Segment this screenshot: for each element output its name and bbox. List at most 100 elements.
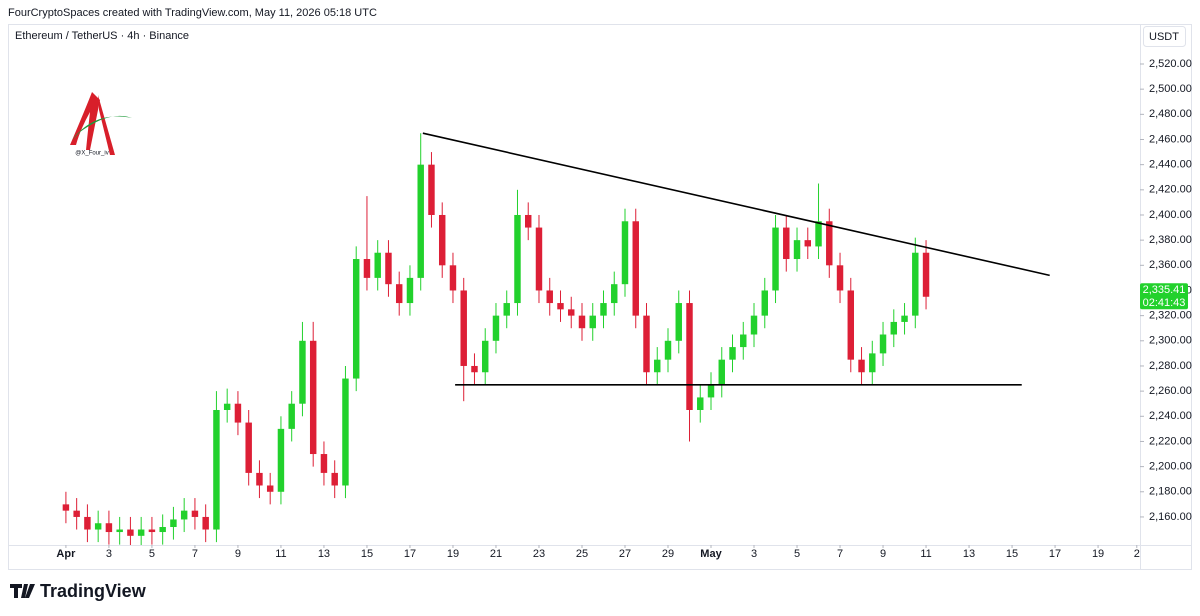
candle-body xyxy=(793,240,801,260)
candle-body xyxy=(740,334,747,348)
candle-body xyxy=(406,277,414,304)
y-tick-label: 2,160.00 xyxy=(1149,511,1192,523)
plot-area xyxy=(62,132,1050,545)
x-tick-label: 19 xyxy=(1092,548,1104,560)
x-tick-label: 11 xyxy=(920,548,931,560)
candle-body xyxy=(912,252,919,316)
footer-brand: TradingView xyxy=(40,581,147,601)
candle-body xyxy=(514,214,521,304)
y-tick-label: 2,440.00 xyxy=(1149,159,1192,171)
candle-body xyxy=(170,519,177,528)
y-tick-label: 2,260.00 xyxy=(1149,385,1192,397)
candle-body xyxy=(449,265,457,291)
currency-box xyxy=(1143,26,1186,47)
candle-body xyxy=(320,454,328,473)
candle-body xyxy=(191,510,199,517)
candle-body xyxy=(159,527,166,533)
candle-body xyxy=(342,378,349,486)
x-tick-label: 21 xyxy=(490,548,502,560)
x-tick-label: 11 xyxy=(275,548,286,560)
y-tick-label: 2,180.00 xyxy=(1149,486,1192,498)
candle-body xyxy=(568,309,575,316)
watermark-handle: @X_Four_iv xyxy=(75,151,108,157)
y-tick-label: 2,420.00 xyxy=(1149,184,1192,196)
candle-body xyxy=(535,227,543,291)
x-tick-label: 2 xyxy=(1134,548,1140,560)
x-tick-label: 23 xyxy=(533,548,545,560)
y-tick-label: 2,200.00 xyxy=(1149,461,1192,473)
x-tick-label: 25 xyxy=(576,548,588,560)
candle-body xyxy=(148,529,156,533)
candle-body xyxy=(847,290,855,360)
candle-body xyxy=(621,221,629,285)
candle-body xyxy=(654,359,661,373)
trend-line xyxy=(422,132,1050,277)
candle-body xyxy=(901,315,908,322)
candle-body xyxy=(675,303,682,341)
candle-body xyxy=(202,516,209,530)
candle-body xyxy=(180,510,188,520)
x-tick-label: 29 xyxy=(662,548,674,560)
x-tick-label: 9 xyxy=(235,548,241,560)
candle-body xyxy=(256,472,263,486)
y-tick-label: 2,320.00 xyxy=(1149,310,1192,322)
candle-body xyxy=(815,221,822,247)
candle-body xyxy=(750,315,758,335)
candle-body xyxy=(234,403,242,423)
candle-body xyxy=(116,529,123,533)
candle-body xyxy=(73,510,80,517)
candle-body xyxy=(374,252,381,278)
candle-body xyxy=(417,164,424,278)
candle-body xyxy=(525,214,532,228)
candle-body xyxy=(600,303,607,316)
credit: FourCryptoSpaces created with TradingVie… xyxy=(8,7,377,19)
candle-body xyxy=(611,284,618,304)
symbol-title: Ethereum / TetherUS · 4h · Binance xyxy=(15,30,189,42)
x-tick-label: 13 xyxy=(963,548,975,560)
x-tick-label: 9 xyxy=(880,548,886,560)
candle-body xyxy=(84,516,91,530)
candle-body xyxy=(869,353,876,373)
x-tick-label: 17 xyxy=(1049,548,1061,560)
y-tick-label: 2,520.00 xyxy=(1149,58,1192,70)
candle-body xyxy=(363,259,371,278)
candle-body xyxy=(890,321,898,335)
candle-body xyxy=(718,359,725,385)
candle-body xyxy=(578,315,586,329)
candle-body xyxy=(137,529,145,536)
y-tick-label: 2,500.00 xyxy=(1149,83,1192,95)
candle-body xyxy=(223,403,231,410)
candle-body xyxy=(772,227,779,291)
y-tick-label: 2,480.00 xyxy=(1149,108,1192,120)
candle-body xyxy=(277,428,285,492)
candle-body xyxy=(395,284,403,304)
y-tick-label: 2,220.00 xyxy=(1149,435,1192,447)
watermark-logo: @X_Four_iv xyxy=(70,92,132,157)
y-tick-label: 2,280.00 xyxy=(1149,360,1192,372)
footer-logo: TradingView xyxy=(10,581,147,601)
x-tick-label: 3 xyxy=(751,548,757,560)
candle-body xyxy=(783,227,790,260)
last-price: 2,335.41 xyxy=(1143,284,1186,296)
candle-body xyxy=(62,504,70,511)
y-tick-label: 2,240.00 xyxy=(1149,410,1192,422)
candle-body xyxy=(697,397,704,410)
candle-body xyxy=(471,365,478,373)
candle-body xyxy=(460,290,467,366)
candle-body xyxy=(503,303,510,316)
candle-body xyxy=(288,403,295,429)
x-tick-label: Apr xyxy=(56,548,76,560)
x-tick-label: 5 xyxy=(794,548,800,560)
candle-body xyxy=(127,529,134,536)
candle-body xyxy=(266,485,274,492)
candle-body xyxy=(858,359,865,373)
x-tick-label: 27 xyxy=(619,548,631,560)
candle-body xyxy=(546,290,553,304)
candle-body xyxy=(352,259,360,379)
x-tick-label: 13 xyxy=(318,548,330,560)
candle-body xyxy=(331,472,338,486)
candle-body xyxy=(438,214,446,266)
candle-body xyxy=(105,523,113,533)
x-tick-label: 7 xyxy=(192,548,198,560)
x-tick-label: 15 xyxy=(361,548,373,560)
